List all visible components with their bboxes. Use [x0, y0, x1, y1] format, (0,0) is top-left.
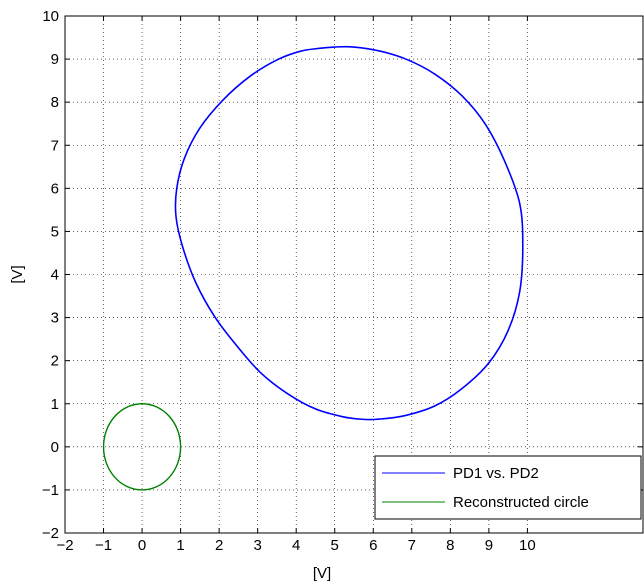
tick-labels: −2 −1 0 1 2 3 4 5 6 7 8 9 10 −2 −1 0 1 2 3 4 5 6 7 8 9 10: [42, 8, 536, 554]
y-tick-label: 3: [51, 310, 59, 327]
y-tick-label: 1: [51, 396, 59, 413]
series-layer: [102, 45, 524, 491]
series-pd1-vs-pd2: [174, 45, 524, 421]
x-tick-label: 1: [176, 537, 184, 554]
legend-box: [374, 455, 642, 520]
x-tick-label: 10: [519, 537, 536, 554]
legend-label-pd1-vs-pd2: PD1 vs. PD2: [453, 465, 539, 482]
y-tick-label: −2: [42, 525, 59, 542]
x-tick-label: 6: [369, 537, 377, 554]
y-tick-label: 0: [51, 439, 59, 456]
y-tick-label: 9: [51, 51, 59, 68]
y-tick-label: 4: [51, 267, 59, 284]
x-tick-label: 0: [138, 537, 146, 554]
x-axis-label: [V]: [313, 565, 331, 582]
y-tick-label: 10: [42, 8, 59, 25]
y-tick-label: 6: [51, 180, 59, 197]
axis-ticks: [64, 15, 643, 534]
series-reconstructed-circle: [102, 403, 182, 491]
x-tick-label: 9: [485, 537, 493, 554]
legend-label-reconstructed-circle: Reconstructed circle: [453, 494, 589, 511]
y-tick-label: −1: [42, 482, 59, 499]
y-tick-label: 7: [51, 137, 59, 154]
x-tick-label: −1: [95, 537, 112, 554]
y-axis-label: [V]: [9, 265, 26, 283]
grid: [65, 16, 643, 533]
y-tick-label: 2: [51, 353, 59, 370]
legend: PD1 vs. PD2 Reconstructed circle: [374, 455, 642, 520]
y-tick-label: 5: [51, 223, 59, 240]
x-tick-label: −2: [56, 537, 73, 554]
x-tick-label: 4: [292, 537, 300, 554]
x-tick-label: 5: [331, 537, 339, 554]
x-tick-label: 8: [446, 537, 454, 554]
y-tick-label: 8: [51, 94, 59, 111]
x-tick-label: 7: [408, 537, 416, 554]
x-tick-label: 2: [215, 537, 223, 554]
x-tick-label: 3: [253, 537, 261, 554]
